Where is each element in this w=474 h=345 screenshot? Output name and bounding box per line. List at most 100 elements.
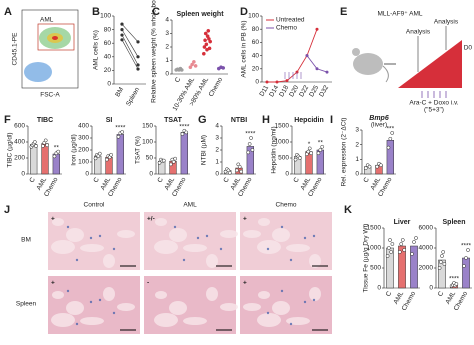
- chart-title: Bmp6: [369, 115, 389, 122]
- iron-stain: [173, 225, 177, 229]
- tissue-texture: [155, 291, 167, 299]
- y-tick-label: 2: [355, 141, 359, 148]
- data-point: [52, 154, 57, 159]
- data-point: [390, 242, 395, 246]
- day-label: D0: [464, 45, 473, 52]
- tissue-texture: [52, 218, 64, 226]
- data-point: [120, 33, 124, 37]
- iron-stain: [312, 298, 316, 302]
- data-point: [397, 250, 402, 254]
- chart-title: TIBC: [37, 117, 53, 124]
- chart-title: Hepcidin: [294, 117, 324, 124]
- tissue-texture: [243, 230, 261, 238]
- dose-arrows: [421, 91, 447, 98]
- iron-stain: [266, 247, 270, 251]
- iron-stain: [66, 289, 70, 293]
- series-line: [267, 29, 318, 83]
- iron-score: +/-: [147, 216, 155, 223]
- panel-letter: K: [344, 204, 352, 216]
- iron-stain: [303, 300, 307, 304]
- data-point: [116, 134, 121, 139]
- data-point: [239, 169, 243, 174]
- treatment-label: Ara-C + Doxo i.v.: [409, 100, 458, 107]
- y-axis-label: CD45.1-PE: [12, 32, 19, 66]
- data-point: [221, 66, 226, 70]
- data-point: [390, 131, 395, 135]
- data-point: [389, 250, 394, 254]
- y-tick-label: 1500: [275, 123, 290, 130]
- y-axis-label: Tissue Fe (µg/g Dry Wt): [363, 224, 370, 293]
- tissue-texture: [220, 230, 238, 238]
- data-point: [180, 132, 185, 136]
- data-point: [97, 151, 102, 156]
- y-axis-label: AML cells (%): [93, 30, 100, 70]
- iron-stain: [98, 298, 102, 302]
- chart-title: NTBI: [231, 117, 247, 124]
- tumor-burden: [398, 40, 462, 88]
- data-point: [293, 157, 298, 162]
- tissue-texture: [51, 313, 75, 327]
- iron-score: +: [51, 280, 55, 287]
- y-tick-label: 1000: [367, 245, 382, 252]
- y-tick-label: 80: [104, 26, 112, 33]
- y-tick-label: 400: [14, 139, 25, 146]
- iron-stain: [89, 300, 93, 304]
- tissue-texture: [206, 254, 218, 268]
- bar: [180, 132, 188, 175]
- y-tick-label: 6000: [419, 225, 434, 232]
- data-point: [56, 149, 61, 154]
- column-label: Control: [84, 202, 106, 209]
- data-point: [43, 138, 48, 143]
- data-point: [188, 65, 193, 70]
- data-point: [442, 262, 447, 266]
- x-tick-label: D32: [318, 84, 330, 98]
- data-point: [454, 282, 459, 286]
- data-point: [120, 22, 124, 26]
- data-point: [120, 38, 124, 42]
- data-point: [466, 248, 470, 252]
- x-tick-label: BM: [114, 86, 125, 98]
- tissue-texture: [286, 317, 310, 325]
- x-tick-label: D18: [278, 84, 290, 98]
- y-tick-label: 4000: [419, 245, 434, 252]
- row-label: Spleen: [16, 301, 37, 308]
- analysis-label: Analysis: [434, 19, 459, 26]
- data-point: [207, 46, 212, 51]
- y-tick-label: 4: [215, 123, 219, 130]
- bar: [30, 144, 38, 175]
- data-point: [438, 260, 443, 264]
- tissue-texture: [103, 287, 115, 301]
- y-tick-label: 20: [104, 67, 112, 74]
- y-tick-label: 200: [14, 155, 25, 162]
- data-point: [363, 166, 368, 170]
- data-point: [93, 156, 98, 161]
- x-tick-label: C: [385, 290, 394, 298]
- mouse-tail: [382, 65, 389, 83]
- tissue-texture: [80, 317, 104, 325]
- y-tick-label: 50: [146, 155, 154, 162]
- data-point: [179, 68, 184, 72]
- y-tick-label: 100: [248, 13, 259, 20]
- data-point: [386, 145, 391, 150]
- y-tick-label: 3: [215, 135, 219, 142]
- iron-score: -: [147, 280, 149, 287]
- data-point: [203, 38, 207, 43]
- data-point: [399, 242, 404, 246]
- iron-stain: [75, 322, 79, 326]
- data-point: [206, 28, 211, 33]
- data-point: [400, 238, 405, 242]
- data-point: [246, 150, 251, 155]
- iron-stain: [182, 258, 186, 262]
- x-tick-label: C: [92, 176, 101, 184]
- data-point: [309, 151, 313, 156]
- gate-label: AML: [40, 17, 54, 24]
- tissue-texture: [80, 244, 104, 252]
- data-point: [32, 140, 37, 144]
- data-point: [306, 149, 311, 154]
- data-point: [235, 168, 239, 173]
- iron-score: +: [243, 216, 247, 223]
- data-point: [173, 156, 177, 161]
- data-point: [120, 130, 125, 134]
- tissue-texture: [117, 303, 135, 311]
